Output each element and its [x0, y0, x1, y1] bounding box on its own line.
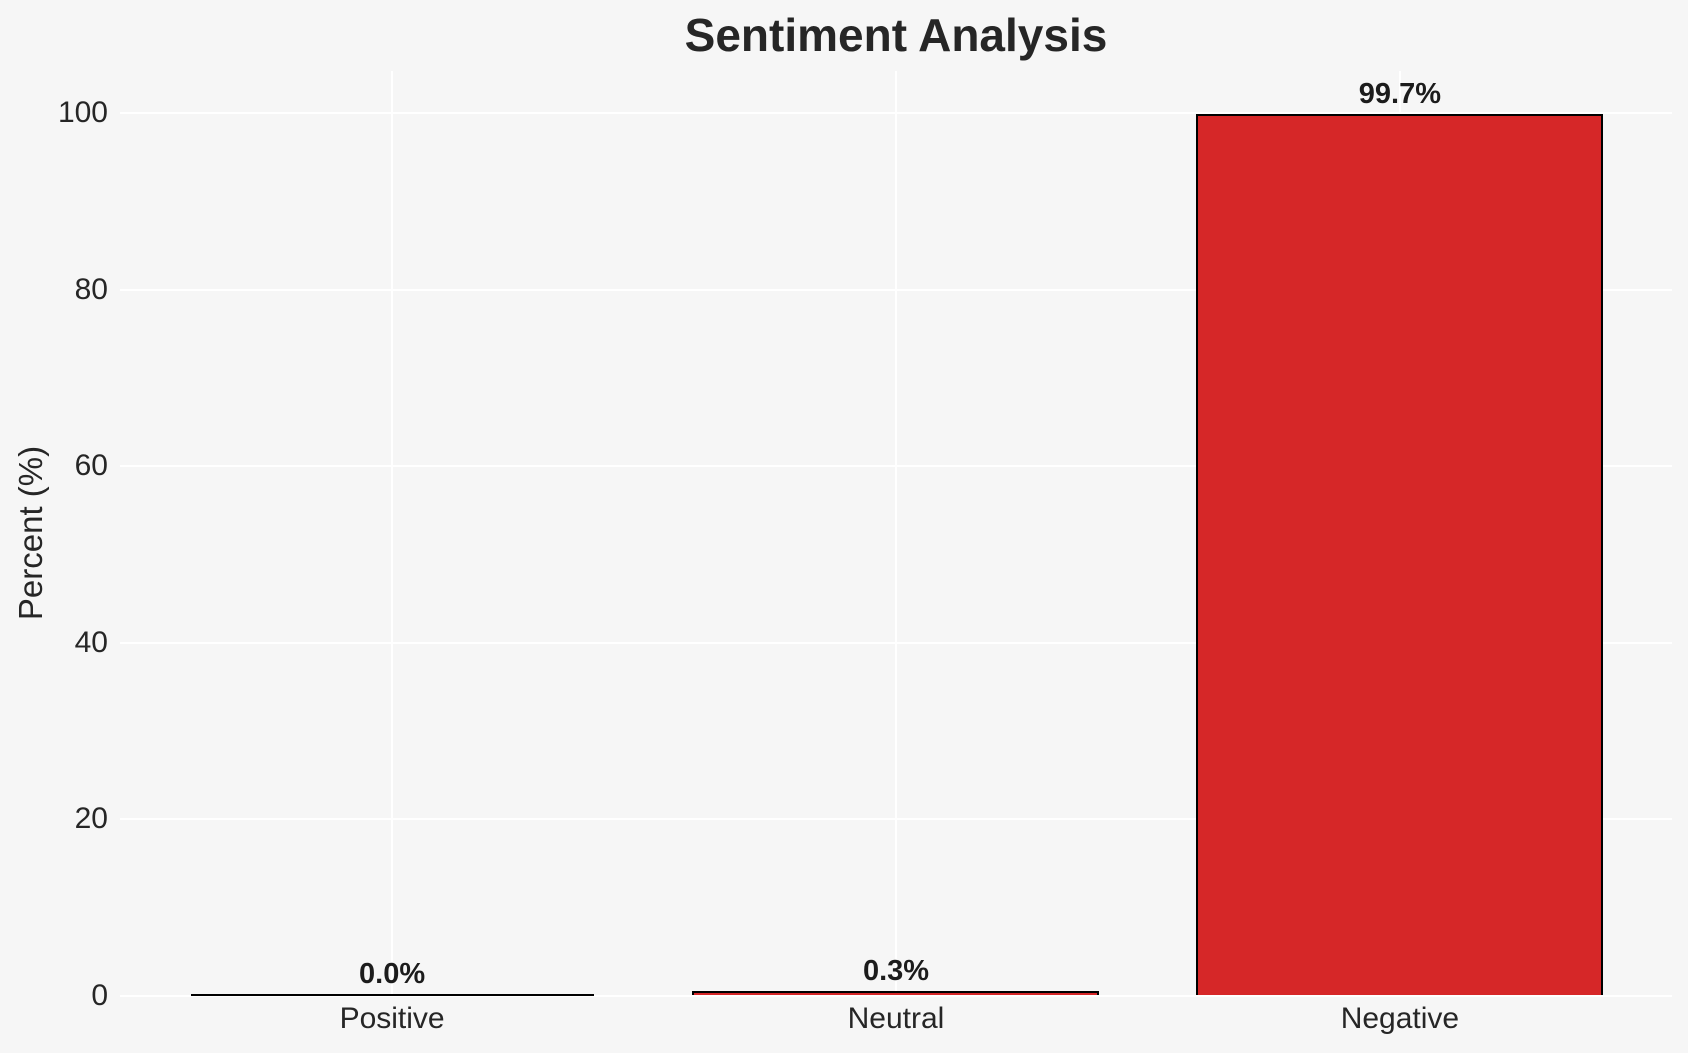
- plot-area: 0.0% 0.3% 99.7%: [120, 71, 1672, 997]
- y-tick-label: 40: [74, 625, 108, 659]
- bar-positive: [190, 993, 594, 996]
- bar-neutral: [691, 990, 1100, 996]
- gridline-vertical: [895, 71, 897, 996]
- bar-value-label: 0.3%: [862, 954, 930, 987]
- y-tick-label: 0: [91, 979, 108, 1012]
- y-tick-label: 60: [74, 449, 108, 483]
- gridline-horizontal: [120, 995, 1672, 997]
- gridline-vertical: [391, 71, 394, 996]
- x-tick-label-neutral: Neutral: [847, 1002, 945, 1035]
- y-tick-label: 20: [74, 802, 108, 836]
- x-tick-label-negative: Negative: [1340, 1002, 1460, 1035]
- bar-negative: [1195, 113, 1603, 996]
- y-tick-label: 80: [74, 272, 108, 306]
- bar-value-label: 0.0%: [359, 957, 426, 990]
- bar-value-label: 99.7%: [1358, 77, 1441, 110]
- y-tick-label: 100: [57, 96, 108, 130]
- chart-title: Sentiment Analysis: [684, 9, 1108, 61]
- x-tick-label-positive: Positive: [339, 1002, 445, 1035]
